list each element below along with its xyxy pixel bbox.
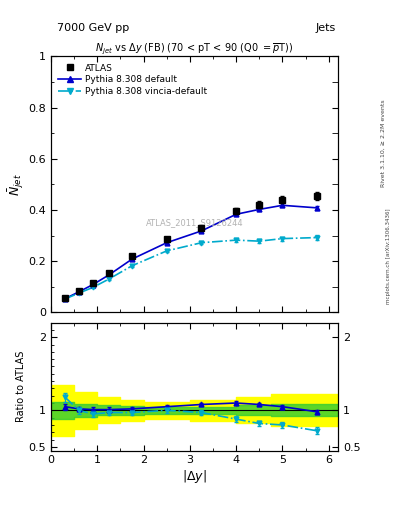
- Legend: ATLAS, Pythia 8.308 default, Pythia 8.308 vincia-default: ATLAS, Pythia 8.308 default, Pythia 8.30…: [55, 61, 210, 99]
- Title: $N_{jet}$ vs $\Delta y$ (FB) (70 < pT < 90 (Q0 $=\overline{p}$T)): $N_{jet}$ vs $\Delta y$ (FB) (70 < pT < …: [95, 41, 294, 56]
- Text: 7000 GeV pp: 7000 GeV pp: [57, 23, 129, 33]
- Y-axis label: $\bar{N}_{jet}$: $\bar{N}_{jet}$: [6, 173, 26, 196]
- X-axis label: $|\Delta y|$: $|\Delta y|$: [182, 468, 207, 485]
- Text: Jets: Jets: [316, 23, 336, 33]
- Text: Rivet 3.1.10, ≥ 2.2M events: Rivet 3.1.10, ≥ 2.2M events: [381, 99, 386, 187]
- Text: mcplots.cern.ch [arXiv:1306.3436]: mcplots.cern.ch [arXiv:1306.3436]: [386, 208, 391, 304]
- Text: ATLAS_2011_S9126244: ATLAS_2011_S9126244: [146, 218, 243, 227]
- Y-axis label: Ratio to ATLAS: Ratio to ATLAS: [16, 351, 26, 422]
